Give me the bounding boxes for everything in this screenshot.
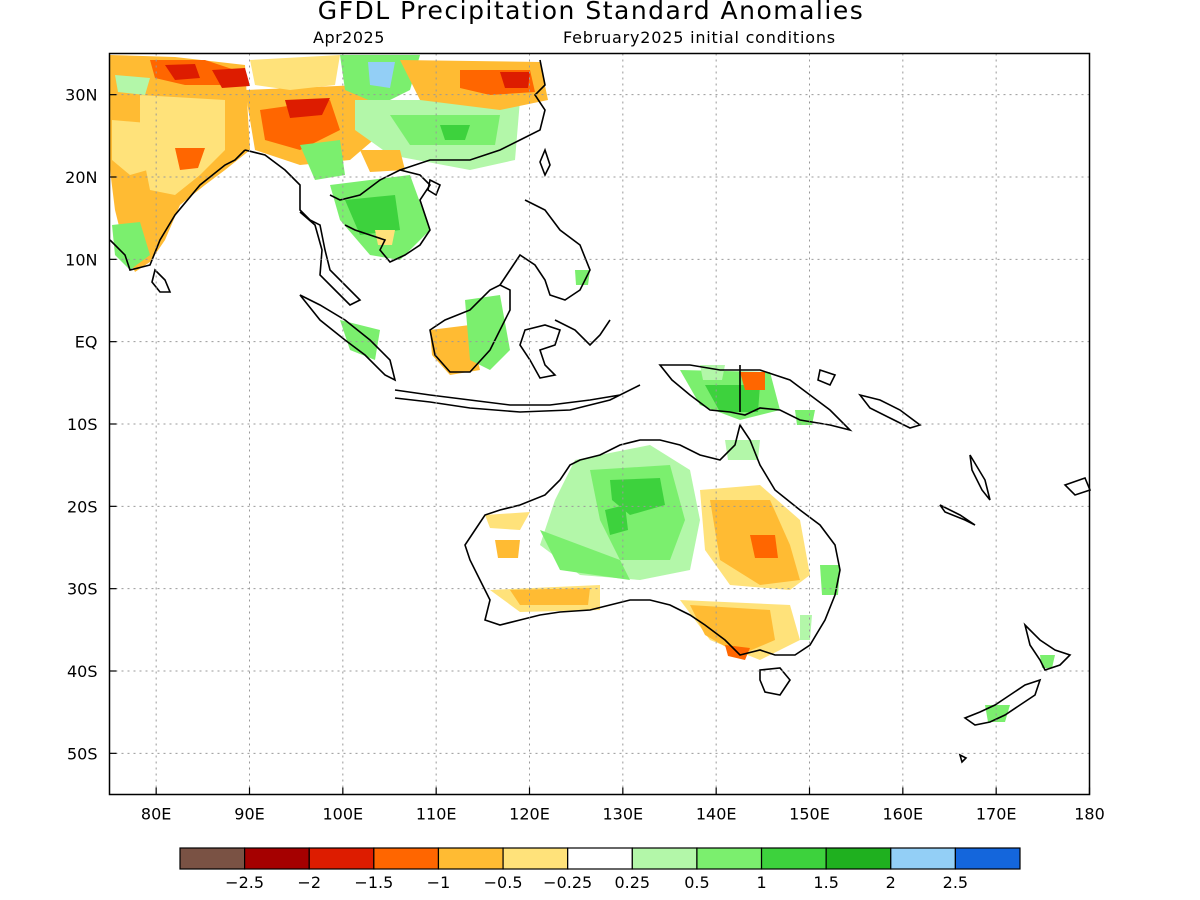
initial-conditions: February2025 initial conditions — [563, 28, 836, 47]
colorbar-label: −1.5 — [354, 873, 393, 892]
lat-tick-label: 40S — [67, 662, 98, 681]
lon-tick-label: 100E — [323, 805, 364, 824]
lat-tick-label: 10N — [65, 250, 97, 269]
lon-tick-label: 130E — [603, 805, 644, 824]
lon-tick-label: 160E — [883, 805, 924, 824]
colorbar-label: 2 — [886, 873, 896, 892]
colorbar-label: 1.5 — [813, 873, 838, 892]
latitude-axis: 30N 20N 10N EQ 10S 20S 30S 40S 50S — [65, 86, 117, 763]
forecast-month: Apr2025 — [313, 28, 385, 47]
lon-tick-label: 80E — [141, 805, 171, 824]
lat-tick-label: 30N — [65, 86, 97, 105]
colorbar-label: −0.25 — [543, 873, 592, 892]
colorbar-swatch — [954, 847, 1021, 870]
colorbar-swatch — [179, 847, 246, 870]
lon-tick-label: 120E — [509, 805, 550, 824]
colorbar-label: 0.5 — [684, 873, 709, 892]
lat-tick-label: 30S — [67, 580, 98, 599]
colorbar-label: −2 — [297, 873, 321, 892]
colorbar-label: 2.5 — [943, 873, 968, 892]
lon-tick-label: 180 — [1074, 805, 1105, 824]
lat-tick-label: EQ — [75, 333, 98, 352]
colorbar-swatch — [308, 847, 375, 870]
anomaly-shading — [110, 55, 1055, 722]
colorbar-swatch — [502, 847, 569, 870]
colorbar-label: 0.25 — [614, 873, 650, 892]
colorbar-swatch — [244, 847, 310, 870]
colorbar-label: −0.5 — [484, 873, 523, 892]
colorbar-swatch — [890, 847, 956, 870]
colorbar-swatch — [437, 847, 504, 870]
gridlines — [109, 53, 1090, 795]
colorbar-swatch — [631, 847, 698, 870]
longitude-axis: 80E 90E 100E 110E 120E 130E 140E 150E 160E 170E 18… — [141, 787, 1105, 824]
colorbar: −2.5 −2 −1.5 −1 −0.5 −0.25 0.25 0.5 1 1.5 2 2.5 — [179, 847, 1021, 892]
colorbar-swatch — [696, 847, 763, 870]
lon-tick-label: 90E — [234, 805, 264, 824]
lat-tick-label: 50S — [67, 744, 98, 763]
colorbar-swatch — [825, 847, 892, 870]
lon-tick-label: 140E — [696, 805, 737, 824]
colorbar-swatch — [760, 847, 827, 870]
lon-tick-label: 150E — [789, 805, 830, 824]
lat-tick-label: 20S — [67, 497, 98, 516]
coastlines — [109, 59, 1092, 764]
colorbar-label: −2.5 — [225, 873, 264, 892]
lat-tick-label: 20N — [65, 168, 97, 187]
colorbar-label: −1 — [427, 873, 451, 892]
colorbar-label: 1 — [756, 873, 766, 892]
colorbar-swatch — [567, 847, 633, 870]
colorbar-swatch — [373, 847, 440, 870]
page-title: GFDL Precipitation Standard Anomalies — [317, 0, 865, 25]
map-frame — [108, 52, 1091, 796]
lon-tick-label: 110E — [416, 805, 457, 824]
lon-tick-label: 170E — [976, 805, 1017, 824]
lat-tick-label: 10S — [67, 415, 98, 434]
